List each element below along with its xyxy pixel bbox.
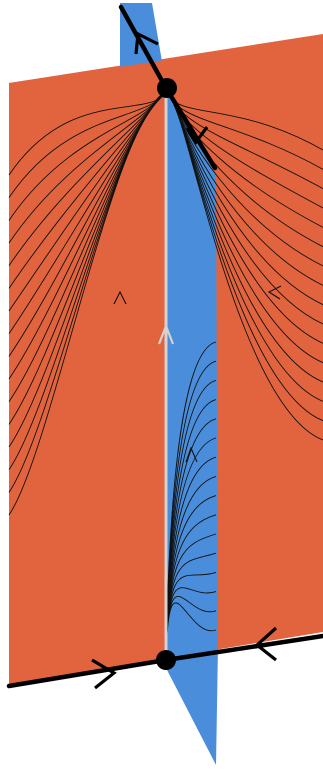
bottom-axis-arrow-right <box>254 626 278 662</box>
top-equilibrium-point <box>157 78 177 98</box>
flow-line <box>165 602 217 653</box>
left-flow-arrow <box>113 290 127 305</box>
top-axis-arrow-upper <box>134 31 159 55</box>
blue-plane-front <box>166 88 218 765</box>
bottom-axis-arrow-left <box>91 658 117 690</box>
vertical-orbit-arrow <box>157 322 175 345</box>
upper-flow-lines <box>8 91 323 516</box>
bottom-equilibrium-point <box>156 650 176 670</box>
top-axis-arrow-lower <box>185 126 209 145</box>
flow-line <box>171 94 323 441</box>
blue-flow-arrow <box>185 446 198 463</box>
flow-line <box>8 94 162 516</box>
orange-plane-front <box>9 60 166 684</box>
right-flow-arrow <box>267 285 282 300</box>
